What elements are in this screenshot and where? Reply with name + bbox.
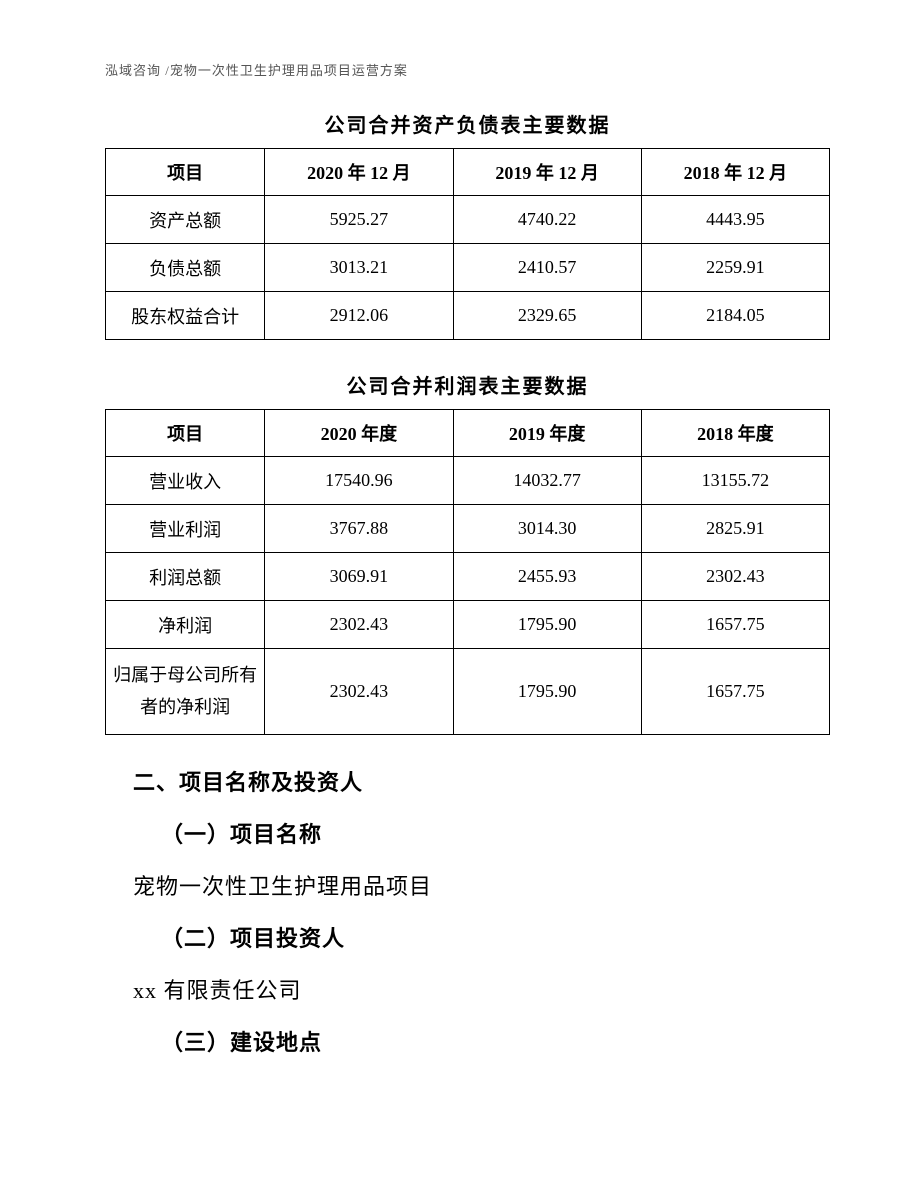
table2-title: 公司合并利润表主要数据 xyxy=(105,370,830,399)
cell-value: 3014.30 xyxy=(453,505,641,553)
table-row: 归属于母公司所有者的净利润 2302.43 1795.90 1657.75 xyxy=(106,649,830,735)
cell-value: 17540.96 xyxy=(265,457,453,505)
row-label: 负债总额 xyxy=(106,244,265,292)
table-row: 净利润 2302.43 1795.90 1657.75 xyxy=(106,601,830,649)
table-row: 利润总额 3069.91 2455.93 2302.43 xyxy=(106,553,830,601)
cell-value: 5925.27 xyxy=(265,196,453,244)
balance-sheet-table: 项目 2020 年 12 月 2019 年 12 月 2018 年 12 月 资… xyxy=(105,148,830,340)
col-header: 2018 年 12 月 xyxy=(641,149,829,196)
row-label: 资产总额 xyxy=(106,196,265,244)
cell-value: 1657.75 xyxy=(641,601,829,649)
cell-value: 2455.93 xyxy=(453,553,641,601)
table-row: 股东权益合计 2912.06 2329.65 2184.05 xyxy=(106,292,830,340)
investor-text: xx 有限责任公司 xyxy=(105,973,830,1005)
cell-value: 13155.72 xyxy=(641,457,829,505)
cell-value: 2912.06 xyxy=(265,292,453,340)
table1-title: 公司合并资产负债表主要数据 xyxy=(105,109,830,138)
cell-value: 1657.75 xyxy=(641,649,829,735)
row-label: 利润总额 xyxy=(106,553,265,601)
col-header: 2019 年 12 月 xyxy=(453,149,641,196)
sub-heading-1: （一）项目名称 xyxy=(105,817,830,849)
sub-heading-3: （三）建设地点 xyxy=(105,1025,830,1057)
cell-value: 4740.22 xyxy=(453,196,641,244)
cell-value: 2302.43 xyxy=(641,553,829,601)
col-header: 2019 年度 xyxy=(453,410,641,457)
col-header: 2020 年度 xyxy=(265,410,453,457)
cell-value: 3069.91 xyxy=(265,553,453,601)
cell-value: 2825.91 xyxy=(641,505,829,553)
cell-value: 1795.90 xyxy=(453,601,641,649)
table-header-row: 项目 2020 年 12 月 2019 年 12 月 2018 年 12 月 xyxy=(106,149,830,196)
cell-value: 2302.43 xyxy=(265,649,453,735)
row-label: 净利润 xyxy=(106,601,265,649)
table-row: 营业收入 17540.96 14032.77 13155.72 xyxy=(106,457,830,505)
cell-value: 14032.77 xyxy=(453,457,641,505)
cell-value: 2329.65 xyxy=(453,292,641,340)
row-label: 归属于母公司所有者的净利润 xyxy=(106,649,265,735)
cell-value: 2259.91 xyxy=(641,244,829,292)
page-header: 泓域咨询 /宠物一次性卫生护理用品项目运营方案 xyxy=(105,60,830,79)
cell-value: 3767.88 xyxy=(265,505,453,553)
cell-value: 3013.21 xyxy=(265,244,453,292)
cell-value: 1795.90 xyxy=(453,649,641,735)
row-label: 营业利润 xyxy=(106,505,265,553)
row-label: 营业收入 xyxy=(106,457,265,505)
row-label: 股东权益合计 xyxy=(106,292,265,340)
table-header-row: 项目 2020 年度 2019 年度 2018 年度 xyxy=(106,410,830,457)
sub-heading-2: （二）项目投资人 xyxy=(105,921,830,953)
section-heading: 二、项目名称及投资人 xyxy=(105,765,830,797)
project-name-text: 宠物一次性卫生护理用品项目 xyxy=(105,869,830,901)
col-header: 项目 xyxy=(106,149,265,196)
table-row: 资产总额 5925.27 4740.22 4443.95 xyxy=(106,196,830,244)
profit-table: 项目 2020 年度 2019 年度 2018 年度 营业收入 17540.96… xyxy=(105,409,830,735)
col-header: 项目 xyxy=(106,410,265,457)
table-row: 营业利润 3767.88 3014.30 2825.91 xyxy=(106,505,830,553)
col-header: 2020 年 12 月 xyxy=(265,149,453,196)
cell-value: 2302.43 xyxy=(265,601,453,649)
cell-value: 4443.95 xyxy=(641,196,829,244)
cell-value: 2410.57 xyxy=(453,244,641,292)
col-header: 2018 年度 xyxy=(641,410,829,457)
cell-value: 2184.05 xyxy=(641,292,829,340)
table-row: 负债总额 3013.21 2410.57 2259.91 xyxy=(106,244,830,292)
